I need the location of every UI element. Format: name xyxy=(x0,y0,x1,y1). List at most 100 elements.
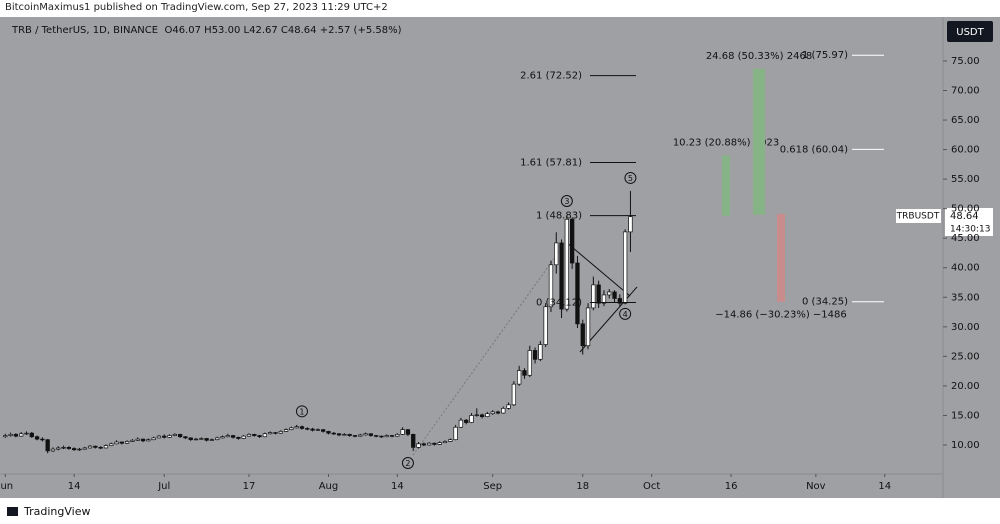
candle-body xyxy=(389,435,395,437)
candle-body xyxy=(363,433,368,436)
candle-body xyxy=(114,441,119,445)
candle-body xyxy=(225,435,230,438)
candle-body xyxy=(19,433,24,437)
candle-body xyxy=(24,432,29,435)
publisher-text: BitcoinMaximus1 published on TradingView… xyxy=(5,2,388,13)
wave-marker xyxy=(624,171,637,184)
candle-body xyxy=(77,448,82,451)
ohlc-letter: C xyxy=(280,25,288,36)
candle-body xyxy=(485,413,490,417)
candle-body xyxy=(395,434,400,437)
y-tick-label: 20.00 xyxy=(951,381,980,392)
candle-body xyxy=(591,284,596,309)
candle-body xyxy=(72,448,77,451)
ohlc-value: 42.67 xyxy=(249,25,278,36)
candle-body xyxy=(204,438,209,441)
y-tick-label: 10.00 xyxy=(951,440,980,451)
candle-body xyxy=(559,242,564,310)
measure-bar xyxy=(777,213,785,302)
candle-body xyxy=(151,437,156,441)
candle-body xyxy=(612,291,617,299)
ohlc-letter: O xyxy=(164,25,173,36)
candle-body xyxy=(3,435,8,438)
candle-body xyxy=(384,435,389,438)
y-tick-label: 55.00 xyxy=(951,174,980,185)
candle-body xyxy=(522,370,527,376)
candle-body xyxy=(379,435,384,438)
candle-body xyxy=(241,435,246,439)
candle-body xyxy=(156,435,162,439)
candle-body xyxy=(469,415,474,423)
candle-body xyxy=(570,218,575,264)
x-tick-label: Jul xyxy=(157,481,170,492)
footer-logo xyxy=(7,507,18,516)
x-tick-label: Aug xyxy=(319,481,339,492)
candle-body xyxy=(162,435,167,438)
candle-body xyxy=(130,439,135,442)
candle-body xyxy=(262,433,268,438)
candle-body xyxy=(321,429,326,432)
wave-label: 2 xyxy=(405,459,410,468)
ohlc-value: 48.64 xyxy=(287,25,317,36)
candle-body xyxy=(532,350,538,360)
candle-body xyxy=(358,434,363,437)
candle-body xyxy=(140,438,146,442)
ohlc-letter: H xyxy=(204,25,212,36)
x-tick-label: 14 xyxy=(878,481,891,492)
candle-body xyxy=(268,432,273,435)
candle-body xyxy=(45,439,50,452)
candle-body xyxy=(246,434,252,437)
candle-body xyxy=(299,426,305,429)
measure-label: −14.86 (−30.23%) −1486 xyxy=(715,310,847,321)
x-tick-label: Nov xyxy=(806,481,826,492)
price-tag-value: 48.64 xyxy=(950,211,979,222)
candle-body xyxy=(453,426,458,441)
candle-body xyxy=(8,434,13,436)
y-tick-label: 75.00 xyxy=(951,56,980,67)
candle-body xyxy=(347,434,352,436)
x-tick-label: 14 xyxy=(68,481,81,492)
candle-body xyxy=(294,426,299,429)
candle-body xyxy=(167,435,172,438)
measure-bar xyxy=(753,68,765,215)
y-tick-label: 45.00 xyxy=(951,233,980,244)
y-tick-label: 60.00 xyxy=(951,145,980,156)
candle-body xyxy=(199,438,204,440)
candle-body xyxy=(188,437,193,441)
fib-label: 0.618 (60.04) xyxy=(780,144,848,155)
candle-body xyxy=(336,433,342,436)
candle-body xyxy=(373,435,379,437)
candle-body xyxy=(474,414,479,417)
candle-body xyxy=(517,370,522,385)
candle-body xyxy=(230,435,236,438)
candle-body xyxy=(607,291,612,296)
candle-body xyxy=(315,429,321,431)
y-tick-label: 35.00 xyxy=(951,292,980,303)
candle-body xyxy=(352,435,358,437)
candle-body xyxy=(82,447,87,450)
x-tick-label: 14 xyxy=(391,481,404,492)
ohlc-value: 46.07 xyxy=(172,25,201,36)
candle-body xyxy=(215,437,220,441)
candle-body xyxy=(543,306,548,345)
fib-label: 1 (48.83) xyxy=(536,211,582,222)
wave-marker xyxy=(560,194,573,207)
currency-button[interactable] xyxy=(947,21,993,42)
x-tick-label: Jun xyxy=(0,481,13,492)
candle-body xyxy=(564,218,570,310)
fib-label: 0 (34.12) xyxy=(536,297,582,308)
candle-body xyxy=(622,231,628,304)
ticker-tag-text: TRBUSDT xyxy=(896,212,940,222)
candle-body xyxy=(278,431,283,434)
y-tick-label: 40.00 xyxy=(951,263,980,274)
candle-body xyxy=(617,298,622,304)
ticker-tag xyxy=(896,209,941,223)
candle-body xyxy=(495,411,501,414)
candle-body xyxy=(506,404,511,409)
chart-background xyxy=(0,17,1000,498)
candle-body xyxy=(479,414,485,417)
candle-body xyxy=(411,434,416,448)
fib-label: 0 (34.25) xyxy=(802,297,848,308)
